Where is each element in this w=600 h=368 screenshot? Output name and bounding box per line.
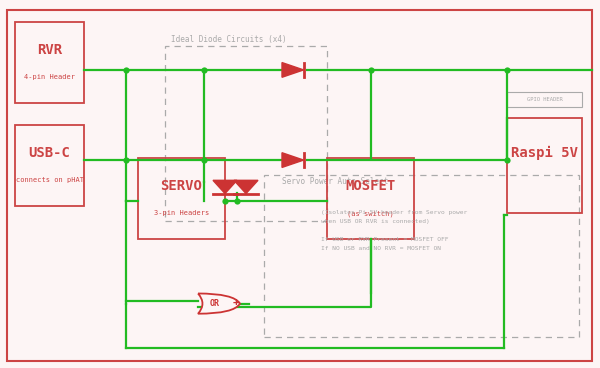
Text: SERVO: SERVO — [161, 179, 202, 193]
Text: Ideal Diode Circuits (x4): Ideal Diode Circuits (x4) — [171, 35, 287, 43]
Text: OR: OR — [209, 299, 219, 308]
Bar — [507, 92, 582, 107]
Text: +: + — [232, 297, 239, 307]
Text: MOSFET: MOSFET — [346, 179, 395, 193]
Bar — [138, 158, 225, 239]
Bar — [327, 158, 414, 239]
Polygon shape — [282, 153, 304, 167]
Polygon shape — [282, 63, 304, 77]
Bar — [15, 22, 84, 103]
Text: (as switch): (as switch) — [347, 210, 394, 217]
Bar — [165, 46, 327, 221]
Text: connects on pHAT: connects on pHAT — [16, 177, 83, 183]
Text: 3-pin Headers: 3-pin Headers — [154, 210, 209, 216]
Text: GPIO HEADER: GPIO HEADER — [527, 97, 562, 102]
Polygon shape — [234, 180, 258, 194]
Bar — [15, 125, 84, 206]
Text: RVR: RVR — [37, 43, 62, 57]
Text: Raspi 5V: Raspi 5V — [511, 146, 578, 160]
Polygon shape — [213, 180, 237, 194]
Bar — [264, 175, 579, 337]
PathPatch shape — [198, 294, 240, 314]
Bar — [507, 118, 582, 213]
Text: (Isolates Pi 5V header from Servo power
when USB OR RVR is connected)

If USB or: (Isolates Pi 5V header from Servo power … — [321, 210, 467, 251]
Text: Servo Power Auto-Select: Servo Power Auto-Select — [282, 177, 388, 186]
Text: USB-C: USB-C — [29, 146, 70, 160]
Text: 4-pin Header: 4-pin Header — [24, 74, 75, 80]
